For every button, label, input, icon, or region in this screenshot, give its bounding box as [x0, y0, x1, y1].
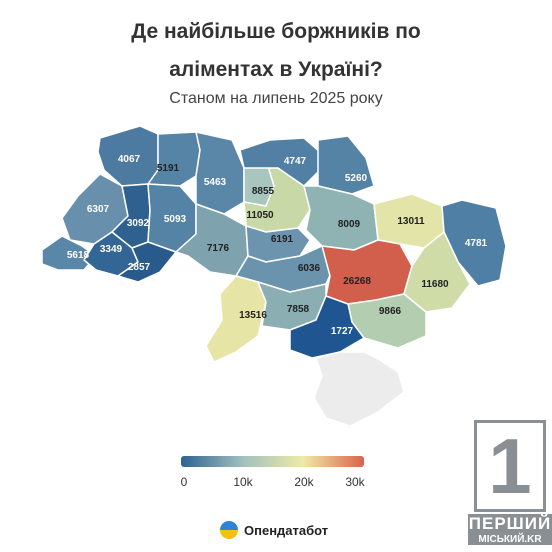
region-poltava [303, 185, 379, 251]
legend-tick-20k: 20k [294, 475, 314, 489]
region-label-luhansk: 4781 [465, 238, 488, 249]
chart-subtitle: Станом на липень 2025 року [169, 90, 383, 107]
watermark-number: 1 [488, 422, 532, 510]
watermark-line2: МІСЬКИЙ.KR [468, 534, 552, 545]
region-sumy [317, 135, 375, 195]
region-label-kyiv-city: 8855 [252, 186, 275, 197]
region-label-kherson: 1727 [331, 326, 354, 337]
region-label-volyn: 4067 [118, 154, 141, 165]
watermark-line1: ПЕРШИЙ [468, 514, 552, 534]
region-label-cherkasy: 6191 [271, 234, 294, 245]
region-label-vinnytsia: 7176 [207, 243, 230, 254]
region-kherson [289, 295, 365, 359]
legend-tick-0: 0 [180, 475, 188, 489]
region-label-kyiv: 11050 [246, 210, 274, 221]
brand-logo: Опендатабот [220, 519, 328, 541]
legend-tick-30k: 30k [345, 475, 365, 489]
region-vinnytsia [175, 203, 249, 277]
legend-color-bar [181, 456, 364, 467]
region-label-chernihiv: 4747 [284, 156, 307, 167]
region-label-poltava: 8009 [338, 219, 361, 230]
legend-tick-10k: 10k [233, 475, 253, 489]
region-label-ternopil: 3092 [127, 218, 150, 229]
region-label-kharkiv: 13011 [397, 216, 425, 227]
opendatabot-logo-icon [220, 521, 238, 539]
chart-title-line1: Де найбільше боржників по [131, 20, 421, 43]
region-label-zaporizhzhia: 9866 [379, 306, 402, 317]
region-label-dnipro: 26268 [343, 276, 371, 287]
region-label-rivne: 5191 [157, 163, 180, 174]
region-label-donetsk: 11680 [421, 279, 449, 290]
region-label-lviv: 6307 [87, 204, 110, 215]
region-label-ivano-frankivsk: 3349 [100, 244, 123, 255]
region-chernivtsi [117, 241, 177, 283]
chart-title-line2: аліментах в Україні? [169, 58, 383, 81]
region-label-zakarpattia: 5618 [67, 250, 90, 261]
watermark-frame [474, 420, 546, 512]
region-label-chernivtsi: 2857 [128, 262, 151, 273]
region-label-odesa: 13516 [239, 310, 267, 321]
region-label-mykolaiv: 7858 [287, 304, 310, 315]
region-crimea [313, 351, 405, 427]
region-zhytomyr [195, 131, 245, 215]
region-label-khmelnytskyi: 5093 [164, 214, 187, 225]
brand-name: Опендатабот [244, 522, 329, 538]
region-dnipro [321, 239, 413, 305]
region-label-zhytomyr: 5463 [204, 177, 227, 188]
region-label-sumy: 5260 [345, 173, 368, 184]
watermark-badge: 1 ПЕРШИЙ МІСЬКИЙ.KR [468, 420, 552, 552]
region-label-kirovohrad: 6036 [298, 263, 321, 274]
